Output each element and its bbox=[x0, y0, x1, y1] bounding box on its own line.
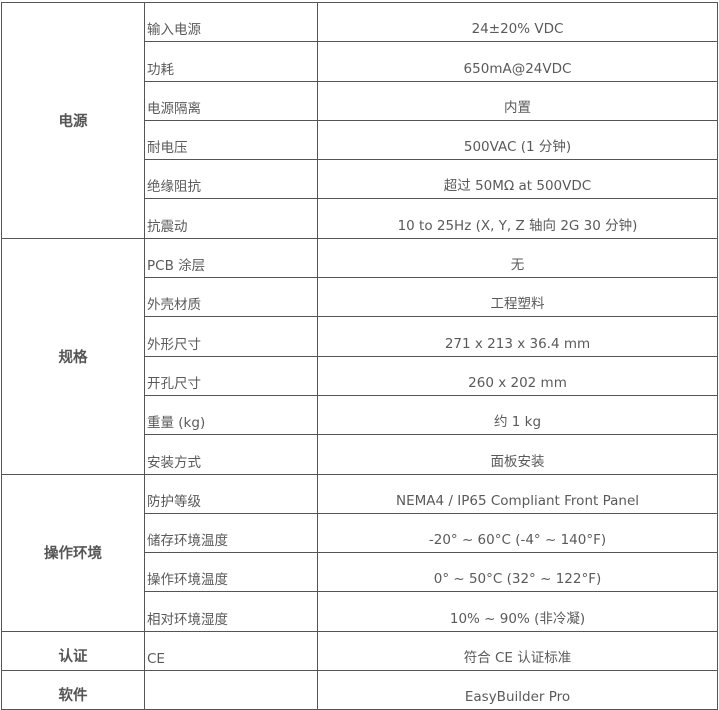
spec-name bbox=[144, 670, 318, 710]
category-cell: 认证 bbox=[1, 630, 145, 672]
spec-name: 功耗 bbox=[144, 41, 318, 82]
spec-name: PCB 涂层 bbox=[144, 237, 318, 279]
category-cell: 操作环境 bbox=[1, 473, 145, 632]
spec-value: NEMA4 / IP65 Compliant Front Panel bbox=[317, 473, 718, 514]
spec-value: -20° ~ 60°C (-4° ~ 140°F) bbox=[317, 512, 718, 554]
spec-value: 面板安装 bbox=[317, 434, 718, 475]
spec-value: 0° ~ 50°C (32° ~ 122°F) bbox=[317, 552, 718, 593]
spec-name: 开孔尺寸 bbox=[144, 355, 318, 396]
table-row: 功耗 650mA@24VDC bbox=[2, 41, 718, 82]
table-row: 抗震动 10 to 25Hz (X, Y, Z 轴向 2G 30 分钟) bbox=[2, 198, 718, 239]
spec-value: 271 x 213 x 36.4 mm bbox=[317, 316, 718, 357]
spec-value: 超过 50MΩ at 500VDC bbox=[317, 159, 718, 200]
table-row: 外形尺寸 271 x 213 x 36.4 mm bbox=[2, 316, 718, 357]
spec-name: 外形尺寸 bbox=[144, 316, 318, 357]
spec-value: 10% ~ 90% (非冷凝) bbox=[317, 591, 718, 632]
spec-value: 260 x 202 mm bbox=[317, 355, 718, 396]
spec-name: 耐电压 bbox=[144, 119, 318, 161]
table-row: 软件 EasyBuilder Pro bbox=[1, 670, 718, 710]
table-row: 操作环境温度 0° ~ 50°C (32° ~ 122°F) bbox=[2, 552, 718, 593]
category-cell: 规格 bbox=[1, 237, 145, 475]
spec-name: 安装方式 bbox=[144, 434, 318, 475]
spec-name: 操作环境温度 bbox=[144, 552, 318, 593]
table-row: 储存环境温度 -20° ~ 60°C (-4° ~ 140°F) bbox=[2, 512, 718, 554]
category-cell: 软件 bbox=[1, 670, 145, 710]
spec-name: 绝缘阻抗 bbox=[144, 159, 318, 200]
category-cell: 电源 bbox=[1, 2, 145, 239]
spec-name: 外壳材质 bbox=[144, 277, 318, 318]
spec-name: 输入电源 bbox=[144, 1, 318, 43]
table-row: 电源隔离 内置 bbox=[2, 80, 718, 121]
spec-value: 650mA@24VDC bbox=[317, 41, 718, 82]
spec-value: 10 to 25Hz (X, Y, Z 轴向 2G 30 分钟) bbox=[317, 198, 718, 239]
table-row: 外壳材质 工程塑料 bbox=[2, 277, 718, 318]
table-row: 规格 PCB 涂层无 bbox=[1, 237, 718, 475]
table-row: 电源 输入电源 24±20% VDC bbox=[1, 1, 718, 239]
spec-value: 500VAC (1 分钟) bbox=[317, 119, 718, 161]
table-row: 认证 CE 符合 CE 认证标准 bbox=[1, 630, 718, 672]
spec-name: CE bbox=[144, 630, 318, 672]
spec-name: 电源隔离 bbox=[144, 80, 318, 121]
spec-name: 储存环境温度 bbox=[144, 512, 318, 554]
spec-value: 工程塑料 bbox=[317, 277, 718, 318]
table-row: 绝缘阻抗 超过 50MΩ at 500VDC bbox=[2, 159, 718, 200]
spec-value: EasyBuilder Pro bbox=[317, 670, 718, 710]
spec-name: 重量 (kg) bbox=[144, 394, 318, 436]
spec-name: 抗震动 bbox=[144, 198, 318, 239]
spec-name: 相对环境湿度 bbox=[144, 591, 318, 632]
table-row: 安装方式 面板安装 bbox=[2, 434, 718, 475]
spec-value: 符合 CE 认证标准 bbox=[317, 630, 718, 672]
table-row: 相对环境湿度 10% ~ 90% (非冷凝) bbox=[2, 591, 718, 632]
spec-value: 内置 bbox=[317, 80, 718, 121]
table-row: 开孔尺寸 260 x 202 mm bbox=[2, 355, 718, 396]
table-row: 操作环境 防护等级 NEMA4 / IP65 Compliant Front Pan… bbox=[1, 473, 718, 632]
table-row: 耐电压 500VAC (1 分钟) bbox=[2, 119, 718, 161]
spec-value: 约 1 kg bbox=[317, 394, 718, 436]
spec-name: 防护等级 bbox=[144, 473, 318, 514]
spec-value: 无 bbox=[317, 237, 718, 279]
spec-value: 24±20% VDC bbox=[317, 1, 718, 43]
